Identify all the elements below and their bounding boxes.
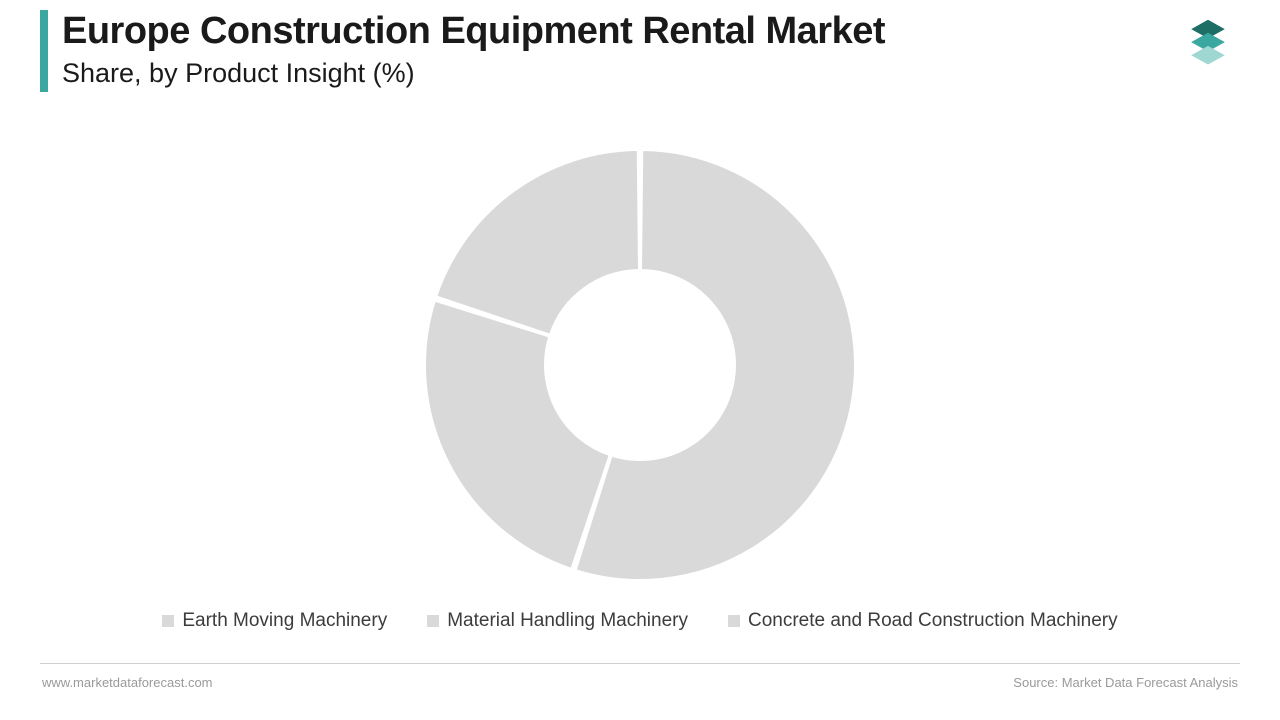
legend-label: Concrete and Road Construction Machinery <box>748 610 1118 632</box>
legend-swatch <box>728 615 740 627</box>
legend-swatch <box>162 615 174 627</box>
legend-item: Concrete and Road Construction Machinery <box>728 610 1118 632</box>
legend-label: Earth Moving Machinery <box>182 610 387 632</box>
accent-bar <box>40 10 48 92</box>
page-subtitle: Share, by Product Insight (%) <box>62 58 415 89</box>
page-title: Europe Construction Equipment Rental Mar… <box>62 10 885 53</box>
legend-label: Material Handling Machinery <box>447 610 688 632</box>
legend-swatch <box>427 615 439 627</box>
stack-icon <box>1180 16 1236 72</box>
brand-logo <box>1180 16 1236 72</box>
footer-divider <box>40 663 1240 664</box>
donut-svg <box>410 135 870 595</box>
legend-item: Material Handling Machinery <box>427 610 688 632</box>
donut-chart <box>0 130 1280 600</box>
footer-source: Source: Market Data Forecast Analysis <box>1013 675 1238 690</box>
page: Europe Construction Equipment Rental Mar… <box>0 0 1280 720</box>
donut-slice <box>436 150 639 335</box>
legend-item: Earth Moving Machinery <box>162 610 387 632</box>
footer-url: www.marketdataforecast.com <box>42 675 213 690</box>
donut-slice <box>425 301 610 569</box>
legend: Earth Moving Machinery Material Handling … <box>0 610 1280 632</box>
